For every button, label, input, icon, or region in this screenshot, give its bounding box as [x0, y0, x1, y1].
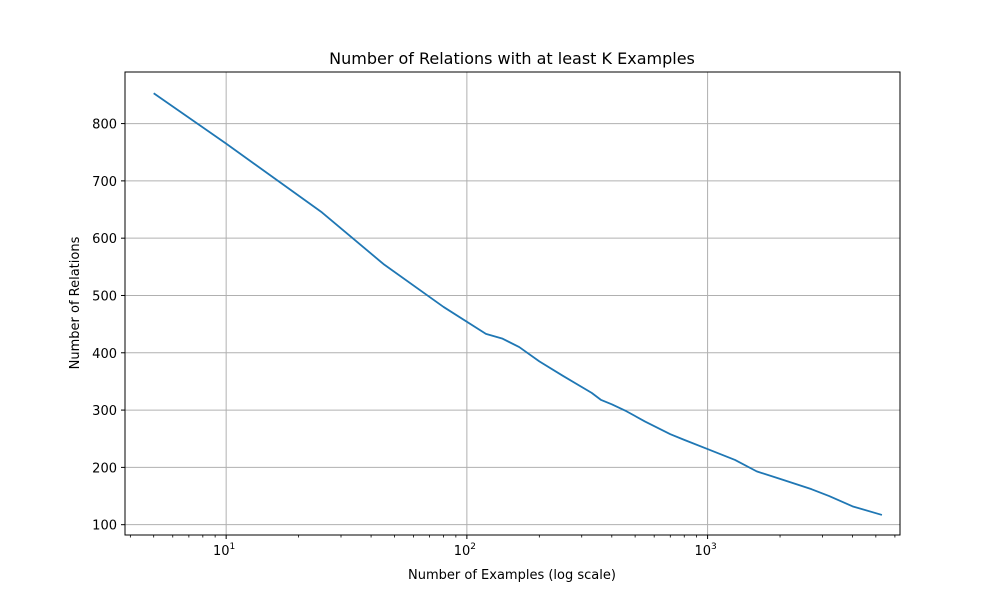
x-tick-label: 101 [213, 542, 235, 559]
x-tick-label: 102 [454, 542, 476, 559]
chart-title: Number of Relations with at least K Exam… [329, 49, 695, 68]
series-line [153, 92, 883, 516]
y-tick-label: 600 [92, 232, 117, 247]
grid [125, 72, 900, 535]
axis-ticks: 100 200 300 400 500 600 700 800 101 102 103 [92, 118, 896, 559]
plot-area [153, 92, 883, 516]
x-tick-label: 103 [694, 542, 716, 559]
y-axis-label: Number of Relations [68, 236, 83, 369]
y-tick-label: 100 [92, 519, 117, 534]
y-tick-label: 400 [92, 347, 117, 362]
y-tick-label: 200 [92, 461, 117, 476]
y-tick-label: 700 [92, 175, 117, 190]
y-tick-label: 300 [92, 404, 117, 419]
y-tick-label: 500 [92, 289, 117, 304]
y-tick-label: 800 [92, 118, 117, 133]
x-axis-label: Number of Examples (log scale) [408, 568, 616, 583]
axes-frame [124, 71, 901, 536]
